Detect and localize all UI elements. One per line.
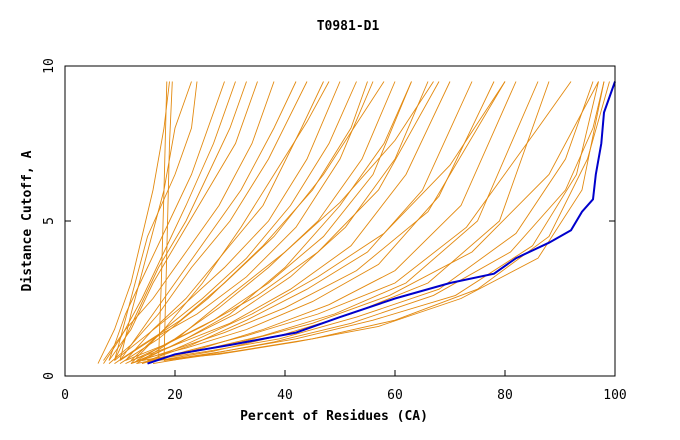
series-line-36 bbox=[130, 81, 412, 365]
series-line-13 bbox=[119, 81, 374, 361]
series-line-37 bbox=[119, 81, 368, 364]
series-line-9 bbox=[119, 81, 297, 361]
series-line-38 bbox=[130, 81, 330, 364]
x-tick-label: 0 bbox=[61, 388, 69, 403]
series-line-26 bbox=[169, 81, 610, 361]
y-tick-label: 0 bbox=[42, 372, 57, 380]
series-line-18 bbox=[147, 81, 473, 361]
series-line-33 bbox=[141, 81, 572, 365]
series-line-19 bbox=[136, 81, 495, 361]
series-line-2 bbox=[163, 81, 173, 361]
series-line-24 bbox=[163, 81, 599, 361]
series-line-39 bbox=[136, 81, 434, 364]
series-line-40 bbox=[141, 81, 506, 365]
plot-frame bbox=[64, 65, 616, 377]
series-line-11 bbox=[114, 81, 341, 361]
x-axis-label: Percent of Residues (CA) bbox=[240, 409, 428, 424]
series-line-10 bbox=[125, 81, 324, 361]
x-tick-label: 20 bbox=[167, 388, 183, 403]
x-tick-label: 100 bbox=[603, 388, 626, 403]
series-line-31 bbox=[125, 81, 440, 365]
series-line-27 bbox=[97, 81, 170, 364]
series-line-29 bbox=[108, 81, 308, 364]
x-tick-label: 80 bbox=[497, 388, 513, 403]
x-tick-label: 60 bbox=[387, 388, 403, 403]
plot-area bbox=[97, 81, 616, 365]
chart-title: T0981-D1 bbox=[317, 19, 380, 34]
series-line-1 bbox=[158, 81, 168, 361]
series-line-23 bbox=[147, 81, 594, 361]
series-line-3 bbox=[119, 81, 192, 361]
series-line-7 bbox=[108, 81, 258, 361]
series-line-14 bbox=[136, 81, 396, 361]
series-line-highlight bbox=[147, 81, 616, 365]
series-line-20 bbox=[152, 81, 517, 361]
y-axis: 0 5 10 bbox=[42, 58, 615, 380]
x-tick-label: 40 bbox=[277, 388, 293, 403]
y-tick-label: 5 bbox=[42, 217, 57, 225]
series-line-28 bbox=[103, 81, 236, 364]
x-axis: 0 20 40 60 80 100 bbox=[61, 370, 627, 403]
y-tick-label: 10 bbox=[42, 58, 57, 74]
series-line-25 bbox=[152, 81, 605, 361]
y-axis-label: Distance Cutoff, A bbox=[20, 150, 35, 291]
series-line-5 bbox=[108, 81, 225, 361]
series-line-6 bbox=[114, 81, 247, 361]
series-line-35 bbox=[152, 81, 605, 365]
